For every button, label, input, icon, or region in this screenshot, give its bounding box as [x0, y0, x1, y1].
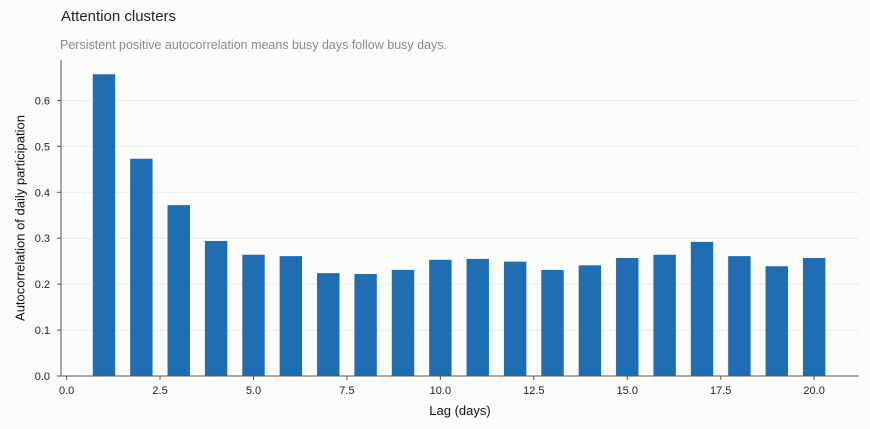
bar-lag-16	[653, 254, 676, 376]
y-tick-label: 0.5	[35, 141, 50, 153]
y-tick-labels: 0.0 0.1 0.2 0.3 0.4 0.5 0.6	[35, 95, 50, 383]
bar-lag-7	[317, 273, 340, 376]
chart-title: Attention clusters	[61, 8, 177, 25]
y-tick-label: 0.4	[35, 187, 50, 199]
gridlines	[61, 99, 859, 331]
x-tick-label: 17.5	[710, 385, 731, 397]
y-tick-label: 0.3	[35, 233, 50, 245]
bar-lag-19	[765, 266, 788, 376]
bar-lag-13	[541, 269, 564, 376]
bar-lag-10	[429, 259, 452, 376]
x-tick-label: 12.5	[523, 385, 544, 397]
bar-lag-1	[92, 74, 116, 376]
bar-lag-3	[167, 205, 190, 376]
bar-lag-11	[466, 258, 489, 376]
y-tick-label: 0.2	[35, 279, 50, 291]
y-tick-label: 0.6	[35, 95, 50, 107]
bar-lag-15	[616, 257, 639, 376]
bar-lag-14	[578, 265, 602, 376]
chart-subtitle: Persistent positive autocorrelation mean…	[60, 38, 447, 52]
bar-lag-9	[391, 269, 415, 376]
bar-lag-18	[728, 256, 751, 376]
x-tick-label: 2.5	[152, 385, 167, 397]
x-tick-label: 10.0	[430, 385, 451, 397]
y-axis-label: Autocorrelation of daily participation	[12, 115, 27, 321]
x-tick-label: 7.5	[339, 385, 354, 397]
y-tick-label: 0.1	[35, 325, 50, 337]
x-axis-label: Lag (days)	[429, 403, 490, 418]
x-tick-label: 15.0	[617, 385, 638, 397]
x-tick-label: 0.0	[59, 385, 74, 397]
bar-lag-6	[279, 256, 303, 376]
bar-lag-4	[204, 240, 228, 376]
x-tick-label: 20.0	[803, 385, 824, 397]
bar-lag-12	[503, 261, 527, 376]
x-tick-label: 5.0	[246, 385, 261, 397]
axes	[57, 60, 859, 380]
bars	[92, 74, 826, 376]
bar-lag-8	[354, 274, 377, 376]
x-tick-labels: 0.0 2.5 5.0 7.5 10.0 12.5 15.0 17.5 20.0	[59, 385, 825, 397]
bar-lag-20	[802, 257, 826, 376]
bar-lag-17	[690, 241, 714, 376]
y-tick-label: 0.0	[35, 371, 50, 383]
bar-lag-2	[130, 158, 153, 376]
bar-lag-5	[242, 254, 265, 376]
